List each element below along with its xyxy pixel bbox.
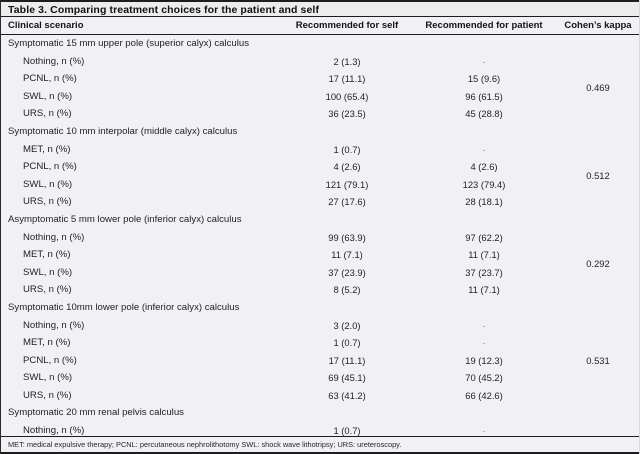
table-row: Nothing, n (%) 3 (2.0) - — [1, 317, 639, 335]
cell-recommended-for-patient: 28 (18.1) — [465, 196, 503, 208]
cell-recommended-for-patient: 11 (7.1) — [468, 249, 500, 261]
section-title: Symptomatic 10 mm interpolar (middle cal… — [8, 125, 238, 137]
row-label: MET, n (%) — [23, 249, 71, 261]
row-label: URS, n (%) — [23, 284, 72, 296]
table-column-header-row: Clinical scenario Recommended for self R… — [1, 17, 639, 35]
cell-recommended-for-self: 17 (11.1) — [328, 73, 366, 85]
cell-recommended-for-self: 1 (0.7) — [333, 425, 361, 437]
row-label: PCNL, n (%) — [23, 73, 77, 85]
table-row: MET, n (%) 1 (0.7) - — [1, 334, 639, 352]
cell-recommended-for-patient: 37 (23.7) — [465, 266, 503, 278]
cell-recommended-for-patient: 70 (45.2) — [465, 372, 503, 384]
section-rows: Nothing, n (%) 2 (1.3) - PCNL, n (%) 17 (11.… — [1, 53, 639, 123]
cell-recommended-for-self: 63 (41.2) — [328, 389, 366, 401]
row-label: URS, n (%) — [23, 108, 72, 120]
table-row: MET, n (%) 11 (7.1) 11 (7.1) — [1, 246, 639, 264]
section-rows: MET, n (%) 1 (0.7) - PCNL, n (%) 4 (2.6) 4 (2… — [1, 141, 639, 211]
table-section: Asymptomatic 5 mm lower pole (inferior c… — [1, 211, 639, 299]
cell-recommended-for-patient: 45 (28.8) — [465, 108, 503, 120]
table-section: Symptomatic 15 mm upper pole (superior c… — [1, 35, 639, 123]
table-row: URS, n (%) 36 (23.5) 45 (28.8) — [1, 105, 639, 123]
cell-recommended-for-self: 36 (23.5) — [328, 108, 366, 120]
column-header-clinical-scenario: Clinical scenario — [8, 20, 84, 31]
cell-recommended-for-patient: 66 (42.6) — [465, 389, 503, 401]
table-row: Nothing, n (%) 1 (0.7) - — [1, 422, 639, 440]
cell-recommended-for-self: 1 (0.7) — [333, 143, 361, 155]
cell-recommended-for-self: 2 (1.3) — [333, 55, 361, 67]
row-label: SWL, n (%) — [23, 372, 73, 384]
cell-recommended-for-self: 8 (5.2) — [333, 284, 361, 296]
cell-recommended-for-self: 99 (63.9) — [328, 231, 366, 243]
cell-recommended-for-patient: 15 (9.6) — [467, 73, 501, 85]
cell-cohens-kappa: 0.512 — [586, 170, 610, 182]
cell-recommended-for-self: 3 (2.0) — [333, 319, 361, 331]
cell-recommended-for-patient: 11 (7.1) — [468, 284, 500, 296]
table-row: PCNL, n (%) 17 (11.1) 19 (12.3) — [1, 352, 639, 370]
cell-recommended-for-self: 121 (79.1) — [325, 178, 369, 190]
row-label: Nothing, n (%) — [23, 55, 85, 67]
table-row: SWL, n (%) 121 (79.1) 123 (79.4) — [1, 176, 639, 194]
cell-recommended-for-patient: 123 (79.4) — [462, 178, 506, 190]
row-label: Nothing, n (%) — [23, 231, 85, 243]
cell-recommended-for-patient: 4 (2.6) — [470, 161, 498, 173]
table-body: Symptomatic 15 mm upper pole (superior c… — [1, 35, 639, 454]
cell-cohens-kappa: 0.469 — [586, 82, 610, 94]
cell-recommended-for-patient: - — [482, 337, 486, 349]
section-title: Symptomatic 15 mm upper pole (superior c… — [8, 38, 250, 49]
row-label: MET, n (%) — [23, 143, 71, 155]
section-title: Symptomatic 20 mm renal pelvis calculus — [8, 407, 184, 419]
table-row: Nothing, n (%) 99 (63.9) 97 (62.2) — [1, 229, 639, 247]
cell-recommended-for-self: 27 (17.6) — [328, 196, 366, 208]
row-label: SWL, n (%) — [23, 266, 73, 278]
row-label: URS, n (%) — [23, 389, 72, 401]
cell-recommended-for-patient: 96 (61.5) — [465, 90, 503, 102]
table-row: URS, n (%) 27 (17.6) 28 (18.1) — [1, 193, 639, 211]
cell-recommended-for-self: 100 (65.4) — [325, 90, 369, 102]
table-title: Table 3. Comparing treatment choices for… — [1, 0, 639, 17]
cell-recommended-for-patient: 19 (12.3) — [465, 354, 503, 366]
row-label: SWL, n (%) — [23, 90, 73, 102]
cell-recommended-for-patient: - — [482, 425, 486, 437]
cell-recommended-for-self: 1 (0.7) — [333, 337, 361, 349]
cell-cohens-kappa: 0.531 — [586, 354, 610, 366]
cell-recommended-for-self: 11 (7.1) — [331, 249, 363, 261]
column-header-cohens-kappa: Cohen’s kappa — [564, 20, 632, 31]
row-label: SWL, n (%) — [23, 178, 73, 190]
row-label: MET, n (%) — [23, 337, 71, 349]
cell-recommended-for-patient: - — [482, 143, 486, 155]
column-header-recommended-for-self: Recommended for self — [295, 20, 399, 31]
column-header-recommended-for-patient: Recommended for patient — [425, 20, 543, 31]
table-row: SWL, n (%) 100 (65.4) 96 (61.5) — [1, 88, 639, 106]
table-row: PCNL, n (%) 17 (11.1) 15 (9.6) — [1, 70, 639, 88]
cell-recommended-for-self: 4 (2.6) — [333, 161, 361, 173]
section-rows: Nothing, n (%) 3 (2.0) - MET, n (%) 1 (0.7) -… — [1, 317, 639, 405]
cell-recommended-for-self: 17 (11.1) — [328, 354, 366, 366]
row-label: PCNL, n (%) — [23, 354, 77, 366]
row-label: Nothing, n (%) — [23, 319, 85, 331]
table-row: URS, n (%) 63 (41.2) 66 (42.6) — [1, 387, 639, 405]
cell-recommended-for-self: 37 (23.9) — [328, 266, 366, 278]
table-section: Symptomatic 10mm lower pole (inferior ca… — [1, 299, 639, 405]
section-title: Symptomatic 10mm lower pole (inferior ca… — [8, 301, 240, 313]
row-label: PCNL, n (%) — [23, 161, 77, 173]
table-section: Symptomatic 10 mm interpolar (middle cal… — [1, 123, 639, 211]
row-label: Nothing, n (%) — [23, 425, 85, 437]
table-row: MET, n (%) 1 (0.7) - — [1, 141, 639, 159]
cell-recommended-for-patient: - — [482, 55, 486, 67]
cell-cohens-kappa: 0.292 — [586, 258, 610, 270]
cell-recommended-for-patient: 97 (62.2) — [465, 231, 503, 243]
section-rows: Nothing, n (%) 99 (63.9) 97 (62.2) MET, n (… — [1, 229, 639, 299]
table-row: SWL, n (%) 37 (23.9) 37 (23.7) — [1, 264, 639, 282]
table-row: PCNL, n (%) 4 (2.6) 4 (2.6) — [1, 158, 639, 176]
section-title: Asymptomatic 5 mm lower pole (inferior c… — [8, 213, 242, 225]
cell-recommended-for-self: 69 (45.1) — [328, 372, 366, 384]
table-row: SWL, n (%) 69 (45.1) 70 (45.2) — [1, 369, 639, 387]
table-footnote: MET: medical expulsive therapy; PCNL: pe… — [1, 436, 639, 454]
row-label: URS, n (%) — [23, 196, 72, 208]
table-row: Nothing, n (%) 2 (1.3) - — [1, 53, 639, 71]
cell-recommended-for-patient: - — [482, 319, 486, 331]
table-row: URS, n (%) 8 (5.2) 11 (7.1) — [1, 281, 639, 299]
